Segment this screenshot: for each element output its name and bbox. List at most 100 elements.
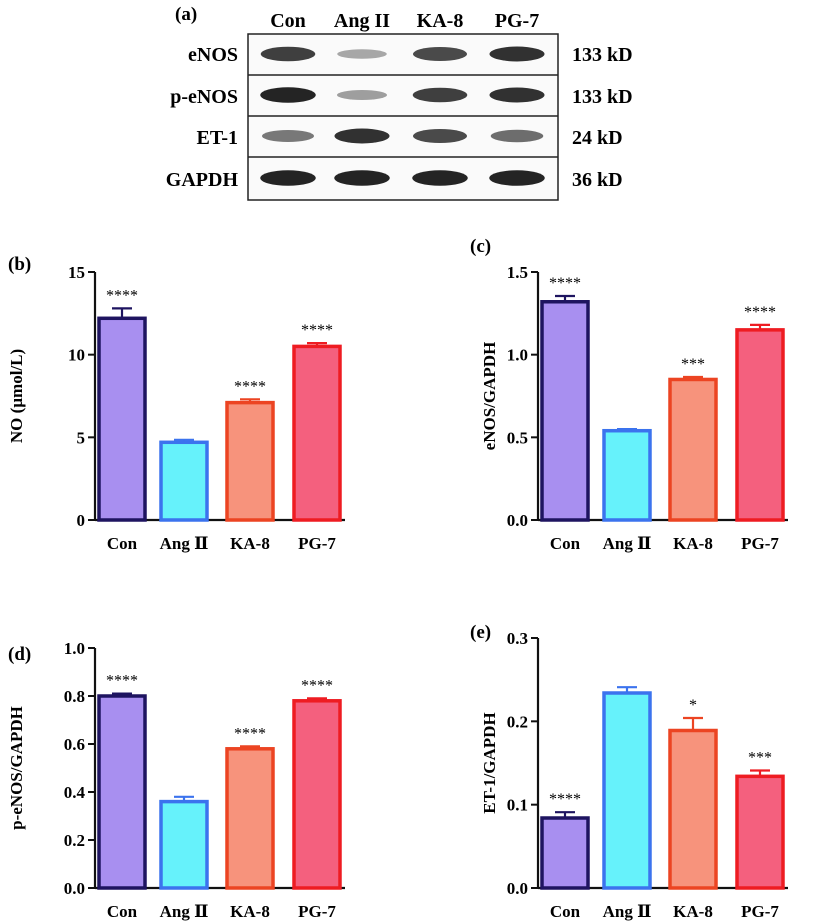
significance-marker: **** [106,287,138,304]
size-label-gapdh: 36 kD [572,169,623,191]
bar-ang- [602,428,652,522]
y-axis-title: eNOS/GAPDH [480,342,499,451]
x-tick-label: Ang Ⅱ [603,902,652,921]
panel-label-e: (e) [470,622,491,643]
panel-label-b: (b) [8,254,31,275]
lane-label-ka-8: KA-8 [417,10,464,32]
y-tick-label: 0.0 [64,879,85,898]
significance-marker: *** [748,750,772,767]
bar-pg-7 [292,699,342,890]
western-blot-panel: (a) Con Ang II KA-8 PG-7 eNOS p-eNOS ET-… [166,4,633,201]
lane-label-ang-ii: Ang II [334,10,390,32]
y-tick-label: 0 [77,511,86,530]
x-tick-label: Con [107,902,138,921]
blot-band [337,90,387,100]
blot-band [334,128,390,144]
blot-band [262,130,314,142]
bar-ka-8 [225,747,275,890]
bar-con [540,816,590,890]
blot-band [337,49,387,59]
significance-marker: **** [744,304,776,321]
y-tick-label: 0.2 [64,831,85,850]
y-tick-label: 5 [77,428,86,447]
panel-label-d: (d) [8,644,31,665]
significance-marker: **** [301,322,333,339]
bar-pg-7 [292,344,342,522]
y-tick-label: 0.3 [507,629,528,648]
protein-label-p-enos: p-eNOS [170,86,238,108]
y-tick-label: 0.8 [64,687,85,706]
bar-con [540,300,590,522]
y-tick-label: 0.0 [507,879,528,898]
x-tick-label: PG-7 [741,902,779,921]
y-tick-label: 15 [68,263,85,282]
y-axis-title: p-eNOS/GAPDH [7,706,26,830]
y-axis-title: ET-1/GAPDH [480,712,499,813]
panel-label-c: (c) [470,236,491,257]
size-label-p-enos: 133 kD [572,86,633,108]
significance-marker: **** [549,275,581,292]
blot-band [260,46,316,62]
protein-label-gapdh: GAPDH [166,169,239,191]
bar-ang- [159,440,209,522]
y-tick-label: 10 [68,346,85,365]
y-tick-label: 0.6 [64,735,85,754]
bar-con [97,316,147,522]
x-tick-label: Con [550,902,581,921]
x-tick-label: Con [107,534,138,553]
x-tick-label: KA-8 [673,534,713,553]
blot-band [412,170,468,186]
y-tick-label: 1.5 [507,263,528,282]
y-axis-title: NO (µmol/L) [7,349,26,443]
significance-marker: **** [301,677,333,694]
bar-ang- [159,799,209,890]
chart-c-enos: (c) 0.0 0.5 1.0 1.5 eNOS/GAPDH **** Con Ang Ⅱ ***… [470,236,788,553]
chart-e-et-1: (e) 0.0 0.1 0.2 0.3 ET-1/GAPDH **** Con Ang Ⅱ * KA… [470,622,788,921]
chart-d-p-enos: (d) 0.0 0.2 0.4 0.6 0.8 1.0 p-eNOS/GAPDH **** Con… [7,639,345,921]
y-tick-label: 0.4 [64,783,86,802]
x-tick-label: Ang Ⅱ [160,902,209,921]
x-tick-label: KA-8 [230,534,270,553]
y-tick-label: 0.1 [507,796,528,815]
blot-band [489,87,545,103]
blot-band [490,129,544,143]
x-tick-label: Ang Ⅱ [160,534,209,553]
blot-band [334,170,390,186]
bar-ang- [602,691,652,890]
blot-band [489,170,545,186]
chart-b-no: (b) 0 5 10 15 NO (µmol/L) **** Con Ang Ⅱ **** KA-8… [7,254,345,553]
y-tick-label: 0.0 [507,511,528,530]
x-tick-label: Ang Ⅱ [603,534,652,553]
blot-band [412,87,468,103]
size-label-enos: 133 kD [572,44,633,66]
bar-ka-8 [668,377,718,522]
significance-marker: * [689,697,697,714]
lane-label-con: Con [270,10,306,32]
blot-band [260,170,316,186]
blot-band [260,87,316,103]
size-label-et-1: 24 kD [572,127,623,149]
x-tick-label: PG-7 [298,902,336,921]
x-tick-label: KA-8 [230,902,270,921]
panel-label-a: (a) [175,4,197,25]
bar-ka-8 [668,728,718,890]
blot-band [413,47,467,61]
y-tick-label: 1.0 [507,346,528,365]
lane-label-pg-7: PG-7 [495,10,539,32]
protein-label-et-1: ET-1 [196,127,238,149]
significance-marker: **** [234,725,266,742]
y-tick-label: 0.2 [507,712,528,731]
x-tick-label: KA-8 [673,902,713,921]
protein-label-enos: eNOS [188,44,238,66]
bar-pg-7 [735,774,785,890]
bar-ka-8 [225,400,275,522]
bar-con [97,694,147,890]
significance-marker: **** [106,673,138,690]
y-tick-label: 0.5 [507,428,528,447]
significance-marker: **** [549,791,581,808]
y-tick-label: 1.0 [64,639,85,658]
significance-marker: *** [681,356,705,373]
blot-band [413,129,467,143]
x-tick-label: Con [550,534,581,553]
